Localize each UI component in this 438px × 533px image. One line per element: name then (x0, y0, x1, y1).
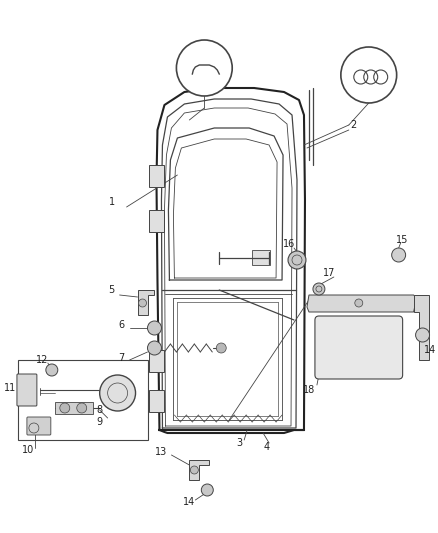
Circle shape (46, 364, 58, 376)
Circle shape (355, 299, 363, 307)
Circle shape (288, 251, 306, 269)
Text: 11: 11 (4, 383, 16, 393)
Text: 5: 5 (109, 285, 115, 295)
Circle shape (138, 299, 146, 307)
Text: 1: 1 (109, 197, 115, 207)
Text: 17: 17 (323, 268, 335, 278)
Text: 12: 12 (35, 355, 48, 365)
Text: 9: 9 (97, 417, 103, 427)
Bar (149, 165, 164, 187)
Text: 3: 3 (236, 438, 242, 448)
FancyBboxPatch shape (17, 374, 37, 406)
Bar (252, 250, 270, 265)
Circle shape (148, 341, 162, 355)
Polygon shape (413, 295, 428, 360)
Circle shape (77, 403, 87, 413)
Text: 16: 16 (283, 239, 295, 249)
FancyBboxPatch shape (27, 417, 51, 435)
Circle shape (177, 40, 232, 96)
Circle shape (191, 466, 198, 474)
FancyBboxPatch shape (315, 316, 403, 379)
Bar (149, 210, 164, 232)
Text: 2: 2 (351, 120, 357, 130)
Bar (55, 402, 93, 414)
Circle shape (60, 403, 70, 413)
Text: 14: 14 (424, 345, 437, 355)
Bar (18, 360, 148, 440)
Text: 7: 7 (118, 353, 125, 363)
Text: 18: 18 (303, 385, 315, 395)
Polygon shape (307, 295, 417, 312)
Bar (149, 390, 164, 412)
Circle shape (148, 321, 162, 335)
Polygon shape (138, 290, 155, 315)
Circle shape (216, 343, 226, 353)
Circle shape (201, 484, 213, 496)
Text: 15: 15 (396, 235, 409, 245)
Text: 14: 14 (183, 497, 195, 507)
Text: 4: 4 (264, 442, 270, 452)
Text: 8: 8 (97, 405, 103, 415)
Polygon shape (189, 460, 209, 480)
Text: 6: 6 (119, 320, 125, 330)
Circle shape (313, 283, 325, 295)
Circle shape (416, 328, 430, 342)
Text: 10: 10 (22, 445, 34, 455)
Circle shape (100, 375, 135, 411)
Circle shape (392, 248, 406, 262)
Bar (149, 350, 164, 372)
Text: 13: 13 (155, 447, 168, 457)
Circle shape (341, 47, 397, 103)
